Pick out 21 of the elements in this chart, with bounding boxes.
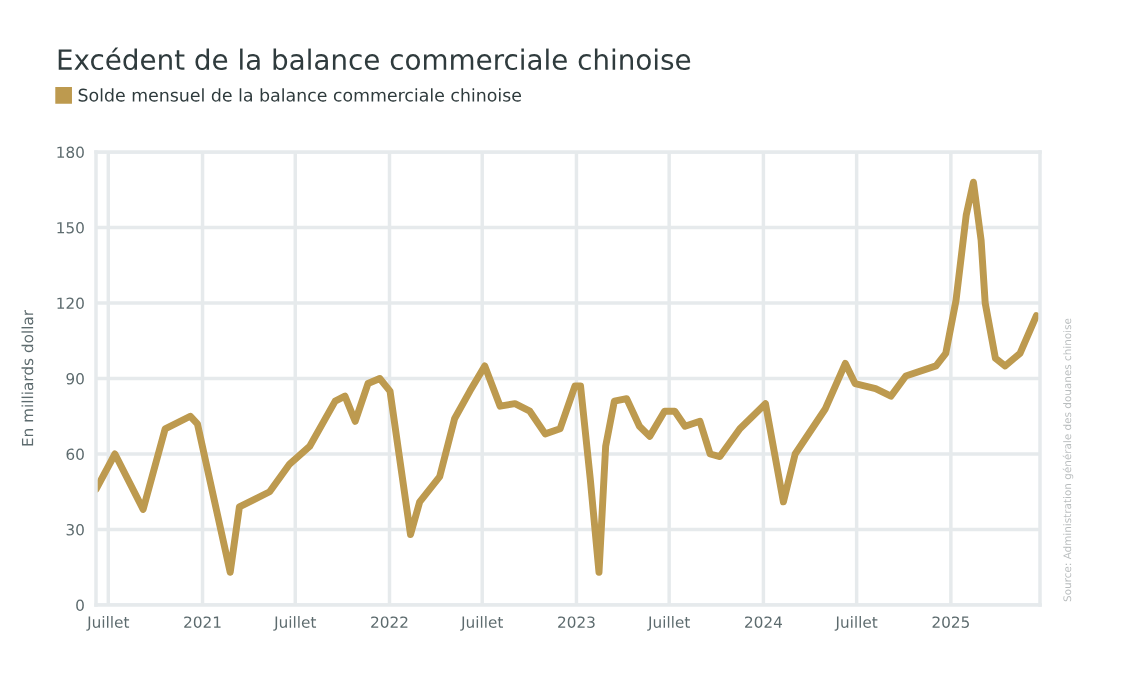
legend-label: Solde mensuel de la balance commerciale chinoise	[78, 88, 522, 102]
x-tick-label: Juillet	[460, 616, 503, 631]
y-tick-label: 90	[66, 372, 84, 385]
y-tick-label: 120	[57, 297, 84, 310]
y-tick-label: 150	[57, 221, 84, 234]
source-note: Source: Administration générale des douanes chinoise	[1062, 318, 1074, 602]
x-tick-label: 2022	[371, 616, 408, 628]
x-tick-label: 2021	[184, 616, 221, 628]
chart-title: Excédent de la balance commerciale chinoise	[58, 47, 691, 71]
x-tick-label: 2023	[558, 616, 595, 628]
x-tick-label: 2025	[932, 616, 969, 628]
y-tick-label: 30	[66, 523, 84, 536]
x-tick-label: Juillet	[86, 616, 130, 631]
x-tick-label: Juillet	[834, 616, 878, 631]
y-tick-label: 60	[66, 448, 84, 461]
x-tick-label: 2024	[745, 616, 782, 628]
y-axis-title: En milliards dollar	[21, 309, 34, 446]
y-tick-label: 180	[57, 146, 84, 159]
x-tick-label: Juillet	[647, 616, 690, 631]
y-tick-label: 0	[76, 599, 84, 612]
x-tick-label: Juillet	[273, 616, 317, 631]
